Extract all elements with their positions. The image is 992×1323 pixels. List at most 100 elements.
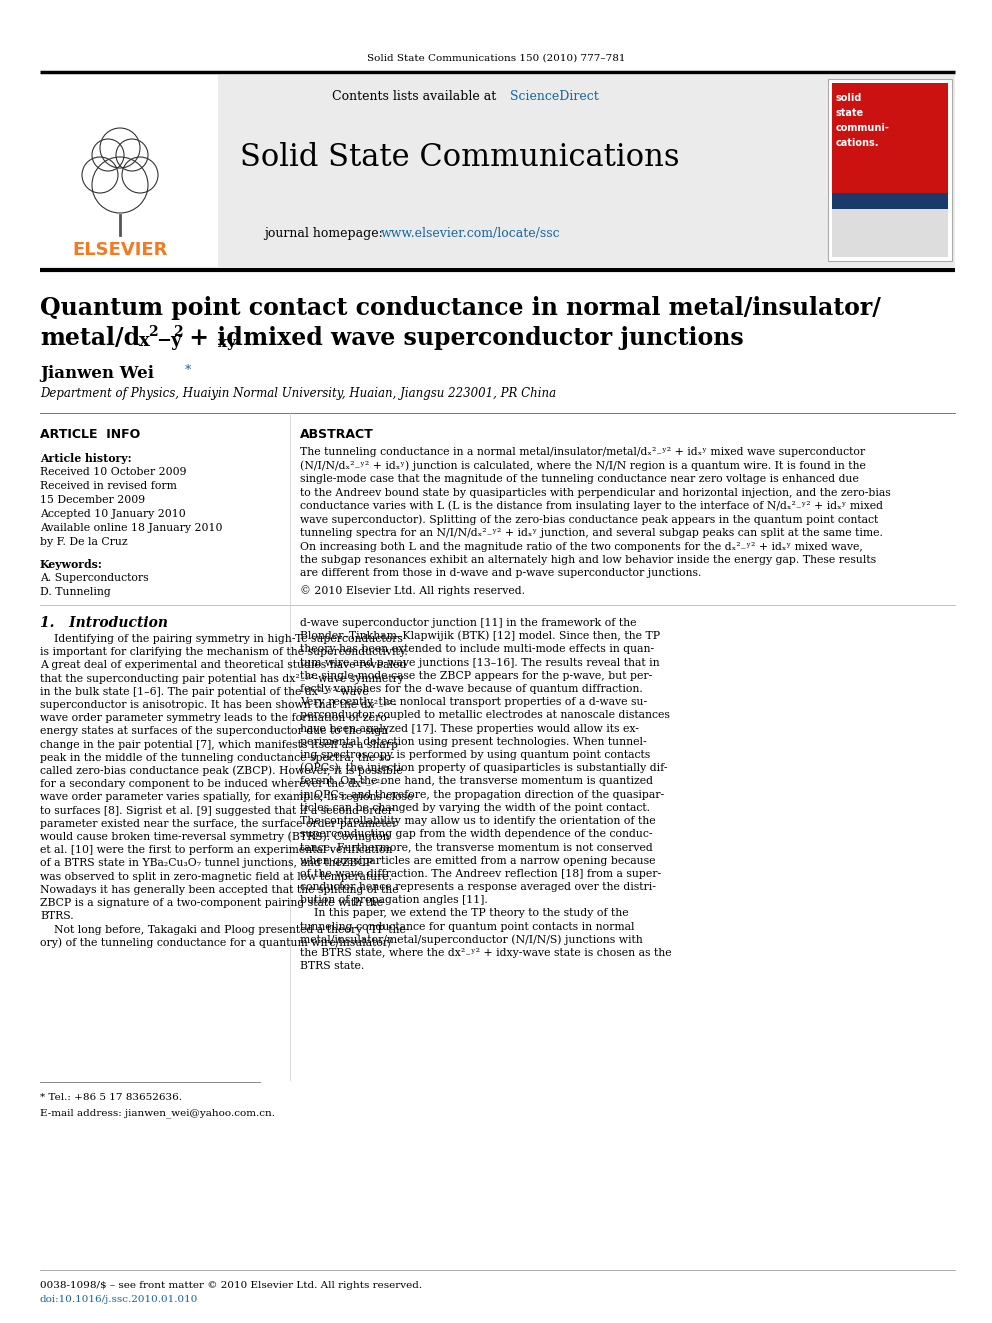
Text: that the superconducting pair potential has dx²₋ʸ²-wave symmetry: that the superconducting pair potential … xyxy=(40,673,404,684)
Text: theory has been extended to include multi-mode effects in quan-: theory has been extended to include mult… xyxy=(300,644,654,655)
Text: Keywords:: Keywords: xyxy=(40,558,103,569)
Text: BTRS state.: BTRS state. xyxy=(300,962,364,971)
Text: Available online 18 January 2010: Available online 18 January 2010 xyxy=(40,523,222,533)
Text: wave order parameter varies spatially, for example, in regions close: wave order parameter varies spatially, f… xyxy=(40,792,414,803)
Text: communi-: communi- xyxy=(836,123,890,134)
Text: (QPCs), the injection property of quasiparticles is substantially dif-: (QPCs), the injection property of quasip… xyxy=(300,763,668,774)
Text: Department of Physics, Huaiyin Normal University, Huaian, Jiangsu 223001, PR Chi: Department of Physics, Huaiyin Normal Un… xyxy=(40,388,557,401)
Text: x: x xyxy=(139,332,150,351)
Text: 2: 2 xyxy=(148,325,158,339)
Text: d-wave superconductor junction [11] in the framework of the: d-wave superconductor junction [11] in t… xyxy=(300,618,637,628)
Text: are different from those in d-wave and p-wave superconductor junctions.: are different from those in d-wave and p… xyxy=(300,569,701,578)
Text: mixed wave superconductor junctions: mixed wave superconductor junctions xyxy=(235,325,744,351)
Text: Nowadays it has generally been accepted that the splitting of the: Nowadays it has generally been accepted … xyxy=(40,885,399,894)
Text: of a BTRS state in YBa₂Cu₃O₇ tunnel junctions, and theZBCP: of a BTRS state in YBa₂Cu₃O₇ tunnel junc… xyxy=(40,859,373,868)
Text: ory) of the tunneling conductance for a quantum wire/insulator/: ory) of the tunneling conductance for a … xyxy=(40,937,392,947)
Text: © 2010 Elsevier Ltd. All rights reserved.: © 2010 Elsevier Ltd. All rights reserved… xyxy=(300,586,525,597)
Text: tance. Furthermore, the transverse momentum is not conserved: tance. Furthermore, the transverse momen… xyxy=(300,843,653,852)
Text: 0038-1098/$ – see front matter © 2010 Elsevier Ltd. All rights reserved.: 0038-1098/$ – see front matter © 2010 El… xyxy=(40,1281,423,1290)
Text: * Tel.: +86 5 17 83652636.: * Tel.: +86 5 17 83652636. xyxy=(40,1094,182,1102)
Text: tunneling spectra for an N/I/N/dₓ²₋ʸ² + idₓʸ junction, and several subgap peaks : tunneling spectra for an N/I/N/dₓ²₋ʸ² + … xyxy=(300,528,883,538)
Text: Very recently, the nonlocal transport properties of a d-wave su-: Very recently, the nonlocal transport pr… xyxy=(300,697,647,708)
Bar xyxy=(40,75,955,267)
Text: Quantum point contact conductance in normal metal/insulator/: Quantum point contact conductance in nor… xyxy=(40,296,881,320)
Text: to surfaces [8]. Sigrist et al. [9] suggested that if a second-order: to surfaces [8]. Sigrist et al. [9] sugg… xyxy=(40,806,393,815)
Text: 2: 2 xyxy=(173,325,183,339)
Text: Received 10 October 2009: Received 10 October 2009 xyxy=(40,467,186,478)
Text: E-mail address: jianwen_wei@yahoo.com.cn.: E-mail address: jianwen_wei@yahoo.com.cn… xyxy=(40,1109,275,1118)
Text: Solid State Communications 150 (2010) 777–781: Solid State Communications 150 (2010) 77… xyxy=(367,53,625,62)
Text: A great deal of experimental and theoretical studies have revealed: A great deal of experimental and theoret… xyxy=(40,660,407,671)
Text: + id: + id xyxy=(181,325,243,351)
Bar xyxy=(828,79,952,261)
Bar xyxy=(832,193,948,209)
Text: (N/I/N/dₓ²₋ʸ² + idₓʸ) junction is calculated, where the N/I/N region is a quantu: (N/I/N/dₓ²₋ʸ² + idₓʸ) junction is calcul… xyxy=(300,460,866,471)
Text: On increasing both L and the magnitude ratio of the two components for the dₓ²₋ʸ: On increasing both L and the magnitude r… xyxy=(300,541,863,552)
Text: Jianwen Wei: Jianwen Wei xyxy=(40,365,154,382)
Text: parameter existed near the surface, the surface order parameter: parameter existed near the surface, the … xyxy=(40,819,397,828)
Text: conductor hence represents a response averaged over the distri-: conductor hence represents a response av… xyxy=(300,882,656,892)
Text: energy states at surfaces of the superconductor due to the sign: energy states at surfaces of the superco… xyxy=(40,726,388,737)
Text: single-mode case that the magnitude of the tunneling conductance near zero volta: single-mode case that the magnitude of t… xyxy=(300,474,859,484)
Text: for a secondary component to be induced wherever the dx²₋ʸ²-: for a secondary component to be induced … xyxy=(40,779,384,790)
Text: metal/d: metal/d xyxy=(40,325,140,351)
Text: Received in revised form: Received in revised form xyxy=(40,482,177,491)
Text: In this paper, we extend the TP theory to the study of the: In this paper, we extend the TP theory t… xyxy=(300,909,629,918)
Text: ing spectroscopy is performed by using quantum point contacts: ing spectroscopy is performed by using q… xyxy=(300,750,650,759)
Text: xy: xy xyxy=(218,336,236,351)
Text: perconductor coupled to metallic electrodes at nanoscale distances: perconductor coupled to metallic electro… xyxy=(300,710,670,721)
Text: wave order parameter symmetry leads to the formation of zero-: wave order parameter symmetry leads to t… xyxy=(40,713,391,724)
Text: is important for clarifying the mechanism of the superconductivity.: is important for clarifying the mechanis… xyxy=(40,647,408,658)
Text: BTRS.: BTRS. xyxy=(40,912,73,921)
Text: would cause broken time-reversal symmetry (BTRS). Covington: would cause broken time-reversal symmetr… xyxy=(40,832,390,843)
Text: Solid State Communications: Solid State Communications xyxy=(240,143,680,173)
Text: Article history:: Article history: xyxy=(40,452,132,463)
Text: Accepted 10 January 2010: Accepted 10 January 2010 xyxy=(40,509,186,519)
Text: A. Superconductors: A. Superconductors xyxy=(40,573,149,583)
Text: ZBCP is a signature of a two-component pairing state with the: ZBCP is a signature of a two-component p… xyxy=(40,898,383,908)
Text: 1.   Introduction: 1. Introduction xyxy=(40,617,168,630)
Text: D. Tunneling: D. Tunneling xyxy=(40,587,111,597)
Text: The tunneling conductance in a normal metal/insulator/metal/dₓ²₋ʸ² + idₓʸ mixed : The tunneling conductance in a normal me… xyxy=(300,447,865,456)
Text: peak in the middle of the tunneling conductance spectra, the so-: peak in the middle of the tunneling cond… xyxy=(40,753,395,763)
Text: conductance varies with L (L is the distance from insulating layer to the interf: conductance varies with L (L is the dist… xyxy=(300,500,883,511)
Text: superconducting gap from the width dependence of the conduc-: superconducting gap from the width depen… xyxy=(300,830,653,839)
Text: Not long before, Takagaki and Ploog presented a theory (TP the-: Not long before, Takagaki and Ploog pres… xyxy=(40,925,410,934)
Text: et al. [10] were the first to perform an experimental verification: et al. [10] were the first to perform an… xyxy=(40,845,393,855)
Text: Contents lists available at: Contents lists available at xyxy=(332,90,500,103)
Text: tum wire and p-wave junctions [13–16]. The results reveal that in: tum wire and p-wave junctions [13–16]. T… xyxy=(300,658,660,668)
Text: to the Andreev bound state by quasiparticles with perpendicular and horizontal i: to the Andreev bound state by quasiparti… xyxy=(300,487,891,497)
Text: doi:10.1016/j.ssc.2010.01.010: doi:10.1016/j.ssc.2010.01.010 xyxy=(40,1295,198,1304)
Text: ARTICLE  INFO: ARTICLE INFO xyxy=(40,429,140,442)
Text: change in the pair potential [7], which manifests itself as a sharp: change in the pair potential [7], which … xyxy=(40,740,398,750)
Text: 15 December 2009: 15 December 2009 xyxy=(40,495,145,505)
Bar xyxy=(832,209,948,257)
Text: in the bulk state [1–6]. The pair potential of the dx²₋ʸ²-wave: in the bulk state [1–6]. The pair potent… xyxy=(40,687,369,697)
Text: Blonder–Tinkham–Klapwijik (BTK) [12] model. Since then, the TP: Blonder–Tinkham–Klapwijik (BTK) [12] mod… xyxy=(300,631,660,642)
Text: bution of propagation angles [11].: bution of propagation angles [11]. xyxy=(300,896,488,905)
Bar xyxy=(40,75,218,267)
Text: ticles can be changed by varying the width of the point contact.: ticles can be changed by varying the wid… xyxy=(300,803,650,812)
Text: ELSEVIER: ELSEVIER xyxy=(72,241,168,259)
Text: www.elsevier.com/locate/ssc: www.elsevier.com/locate/ssc xyxy=(381,226,560,239)
Text: Identifying of the pairing symmetry in high-Tc superconductors: Identifying of the pairing symmetry in h… xyxy=(40,634,403,644)
Text: in QPCs, and therefore, the propagation direction of the quasipar-: in QPCs, and therefore, the propagation … xyxy=(300,790,664,799)
Text: ScienceDirect: ScienceDirect xyxy=(510,90,599,103)
Text: of the wave diffraction. The Andreev reflection [18] from a super-: of the wave diffraction. The Andreev ref… xyxy=(300,869,661,878)
Text: journal homepage:: journal homepage: xyxy=(264,226,387,239)
Text: −y: −y xyxy=(156,332,182,351)
Text: perimental detection using present technologies. When tunnel-: perimental detection using present techn… xyxy=(300,737,647,746)
Text: solid: solid xyxy=(836,93,862,103)
Text: superconductor is anisotropic. It has been shown that the dx²₋ʸ²-: superconductor is anisotropic. It has be… xyxy=(40,700,397,710)
Text: *: * xyxy=(185,365,191,377)
Text: ferent. On the one hand, the transverse momentum is quantized: ferent. On the one hand, the transverse … xyxy=(300,777,653,786)
Text: by F. De la Cruz: by F. De la Cruz xyxy=(40,537,128,546)
Text: cations.: cations. xyxy=(836,138,880,148)
Text: was observed to split in zero-magnetic field at low temperature.: was observed to split in zero-magnetic f… xyxy=(40,872,392,881)
Text: have been analyzed [17]. These properties would allow its ex-: have been analyzed [17]. These propertie… xyxy=(300,724,639,733)
Text: wave superconductor). Splitting of the zero-bias conductance peak appears in the: wave superconductor). Splitting of the z… xyxy=(300,515,878,525)
Text: the subgap resonances exhibit an alternately high and low behavior inside the en: the subgap resonances exhibit an alterna… xyxy=(300,556,876,565)
Bar xyxy=(832,83,948,194)
Text: when quasiparticles are emitted from a narrow opening because: when quasiparticles are emitted from a n… xyxy=(300,856,656,865)
Text: the BTRS state, where the dx²₋ʸ² + idxy-wave state is chosen as the: the BTRS state, where the dx²₋ʸ² + idxy-… xyxy=(300,949,672,958)
